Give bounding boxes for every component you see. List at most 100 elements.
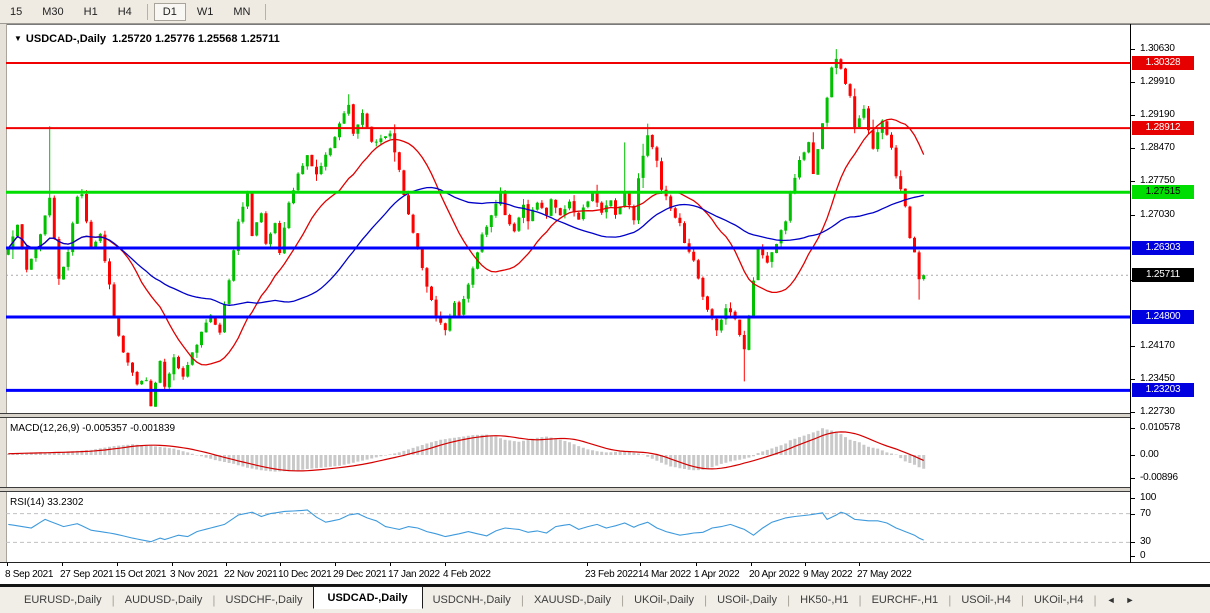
tab-separator: | bbox=[703, 593, 708, 607]
price-tick-mark bbox=[1130, 412, 1135, 413]
date-tick-mark bbox=[445, 563, 446, 566]
chart-tab-audusd-daily[interactable]: AUDUSD-,Daily bbox=[124, 594, 203, 606]
date-label: 27 Sep 2021 bbox=[60, 569, 114, 580]
rsi-axis-label: 100 bbox=[1140, 492, 1157, 503]
date-label: 22 Nov 2021 bbox=[224, 569, 278, 580]
tab-separator: | bbox=[1020, 593, 1024, 607]
chart-tab-ukoil-h4[interactable]: UKOil-,H4 bbox=[1033, 594, 1084, 606]
price-level-badge: 1.28912 bbox=[1132, 121, 1194, 135]
price-tick-label: 1.27750 bbox=[1140, 175, 1175, 186]
chart-title: USDCAD-,Daily bbox=[25, 33, 106, 45]
rsi-current-value: 33.2302 bbox=[47, 497, 84, 508]
date-label: 20 Apr 2022 bbox=[749, 569, 800, 580]
chart-tab-eurchf-h1[interactable]: EURCHF-,H1 bbox=[871, 594, 939, 606]
price-level-badge: 1.23203 bbox=[1132, 383, 1194, 397]
main-price-chart-canvas[interactable] bbox=[6, 30, 1130, 413]
macd-axis-label: 0.00 bbox=[1140, 449, 1159, 460]
tab-separator: | bbox=[858, 593, 862, 607]
date-tick-mark bbox=[640, 563, 641, 566]
tab-separator: | bbox=[1093, 593, 1097, 607]
chart-title-row: ▼ USDCAD-,Daily 1.25720 1.25776 1.25568 1… bbox=[14, 33, 280, 45]
toolbar-separator bbox=[146, 3, 148, 20]
macd-label: MACD(12,26,9) -0.005357 -0.001839 bbox=[10, 423, 176, 434]
rsi-axis-label: 70 bbox=[1140, 508, 1151, 519]
tab-separator: | bbox=[787, 593, 791, 607]
date-label: 4 Feb 2022 bbox=[443, 569, 491, 580]
macd-axis-label: -0.00896 bbox=[1140, 472, 1178, 483]
chart-tab-hk50-h1[interactable]: HK50-,H1 bbox=[800, 594, 849, 606]
timeframe-button-h1[interactable]: H1 bbox=[83, 5, 98, 18]
date-tick-mark bbox=[751, 563, 752, 566]
tab-separator: | bbox=[948, 593, 952, 607]
date-label: 8 Sep 2021 bbox=[5, 569, 54, 580]
price-tick-label: 1.22730 bbox=[1140, 406, 1175, 417]
rsi-tick-mark bbox=[1130, 498, 1135, 499]
date-tick-mark bbox=[62, 563, 63, 566]
date-tick-mark bbox=[696, 563, 697, 566]
window-bottom-border bbox=[0, 584, 1210, 587]
timeframe-button-d1[interactable]: D1 bbox=[153, 2, 186, 21]
timeframe-button-15[interactable]: 15 bbox=[10, 5, 23, 18]
chart-tab-ukoil-daily[interactable]: UKOil-,Daily bbox=[634, 594, 694, 606]
rsi-indicator-canvas[interactable] bbox=[6, 492, 1130, 561]
date-label: 23 Feb 2022 bbox=[585, 569, 638, 580]
macd-indicator-canvas[interactable] bbox=[6, 418, 1130, 487]
panel-divider[interactable] bbox=[0, 487, 1130, 492]
rsi-label: RSI(14) 33.2302 bbox=[10, 497, 84, 508]
date-tick-mark bbox=[117, 563, 118, 566]
date-label: 17 Jan 2022 bbox=[388, 569, 440, 580]
chart-ohlc-values: 1.25720 1.25776 1.25568 1.25711 bbox=[112, 33, 280, 45]
chart-tab-usoil-h4[interactable]: USOil-,H4 bbox=[961, 594, 1011, 606]
chart-tab-usdcad-daily[interactable]: USDCAD-,Daily bbox=[312, 586, 423, 609]
panel-divider[interactable] bbox=[0, 413, 1130, 418]
date-tick-mark bbox=[226, 563, 227, 566]
window-left-border bbox=[0, 24, 7, 584]
price-tick-label: 1.30630 bbox=[1140, 43, 1175, 54]
chart-tab-xauusd-daily[interactable]: XAUUSD-,Daily bbox=[533, 594, 611, 606]
macd-current-values: -0.005357 -0.001839 bbox=[82, 423, 176, 434]
date-axis[interactable]: 8 Sep 2021 27 Sep 2021 15 Oct 2021 3 Nov 20… bbox=[0, 562, 1210, 585]
date-label: 9 May 2022 bbox=[803, 569, 853, 580]
date-label: 1 Apr 2022 bbox=[694, 569, 740, 580]
chart-tab-bar: EURUSD-,Daily | AUDUSD-,Daily | USDCHF-,Dail… bbox=[0, 586, 1210, 613]
timeframe-button-w1[interactable]: W1 bbox=[196, 5, 214, 18]
price-tick-label: 1.28470 bbox=[1140, 142, 1175, 153]
date-tick-mark bbox=[280, 563, 281, 566]
price-tick-label: 1.27030 bbox=[1140, 209, 1175, 220]
price-tick-mark bbox=[1130, 115, 1135, 116]
macd-tick-mark bbox=[1130, 455, 1135, 456]
chart-tab-eurusd-daily[interactable]: EURUSD-,Daily bbox=[24, 594, 102, 606]
price-level-badge: 1.27515 bbox=[1132, 185, 1194, 199]
timeframe-button-m30[interactable]: M30 bbox=[42, 5, 64, 18]
tab-separator: | bbox=[620, 593, 625, 607]
rsi-axis-label: 0 bbox=[1140, 550, 1146, 561]
date-tick-mark bbox=[805, 563, 806, 566]
macd-axis-label: 0.010578 bbox=[1140, 422, 1181, 433]
date-label: 10 Dec 2021 bbox=[278, 569, 332, 580]
date-label: 29 Dec 2021 bbox=[333, 569, 387, 580]
timeframe-toolbar: 15 M30 H1 H4 D1 W1 MN bbox=[0, 0, 1210, 24]
timeframe-button-h4[interactable]: H4 bbox=[117, 5, 132, 18]
price-tick-mark bbox=[1130, 346, 1135, 347]
date-tick-mark bbox=[7, 563, 8, 566]
price-tick-mark bbox=[1130, 181, 1135, 182]
price-tick-label: 1.23450 bbox=[1140, 373, 1175, 384]
timeframe-button-mn[interactable]: MN bbox=[233, 5, 251, 18]
rsi-tick-mark bbox=[1130, 556, 1135, 557]
chart-tab-usdcnh-daily[interactable]: USDCNH-,Daily bbox=[432, 594, 511, 606]
macd-tick-mark bbox=[1130, 428, 1135, 429]
chart-tab-usdchf-daily[interactable]: USDCHF-,Daily bbox=[225, 594, 303, 606]
date-tick-mark bbox=[587, 563, 588, 566]
date-tick-mark bbox=[335, 563, 336, 566]
date-label: 14 Mar 2022 bbox=[638, 569, 691, 580]
chart-tab-usoil-daily[interactable]: USOil-,Daily bbox=[717, 594, 778, 606]
rsi-tick-mark bbox=[1130, 514, 1135, 515]
symbol-dropdown-icon[interactable]: ▼ bbox=[14, 34, 22, 43]
tab-scroll-left-icon[interactable]: ◄ bbox=[1106, 595, 1116, 605]
price-tick-mark bbox=[1130, 379, 1135, 380]
price-tick-label: 1.24170 bbox=[1140, 340, 1175, 351]
tab-scroll-right-icon[interactable]: ► bbox=[1125, 595, 1135, 605]
date-tick-mark bbox=[859, 563, 860, 566]
macd-tick-mark bbox=[1130, 478, 1135, 479]
date-label: 15 Oct 2021 bbox=[115, 569, 167, 580]
